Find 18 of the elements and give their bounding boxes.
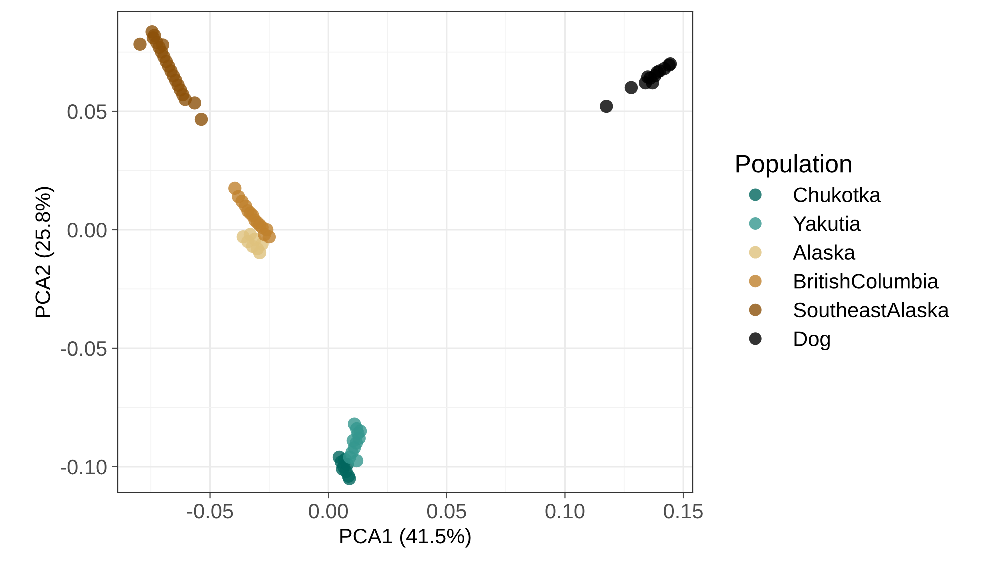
y-tick-label: -0.10 [61,460,107,475]
y-tick-label: 0.00 [68,222,107,238]
legend-title: Population [736,154,852,178]
x-tick-label: 0.05 [427,504,466,519]
x-tick-label: 0.00 [309,504,348,519]
legend-label: Yakutia [794,216,862,232]
legend-label: Chukotka [794,187,882,202]
legend-label: Dog [794,332,830,351]
legend-label: SoutheastAlaska [794,302,950,318]
y-tick-label: -0.05 [61,341,107,356]
x-tick-label: -0.05 [187,504,234,519]
legend-label: Alaska [793,244,856,260]
y-tick-label: 0.05 [68,104,107,120]
x-tick-label: 0.15 [664,504,703,519]
x-axis-title: PCA1 (41.5%) [340,528,471,548]
y-axis-title: PCA2 (25.8%) [35,187,55,318]
legend-label: BritishColumbia [794,274,939,289]
x-tick-label: 0.10 [546,504,585,519]
